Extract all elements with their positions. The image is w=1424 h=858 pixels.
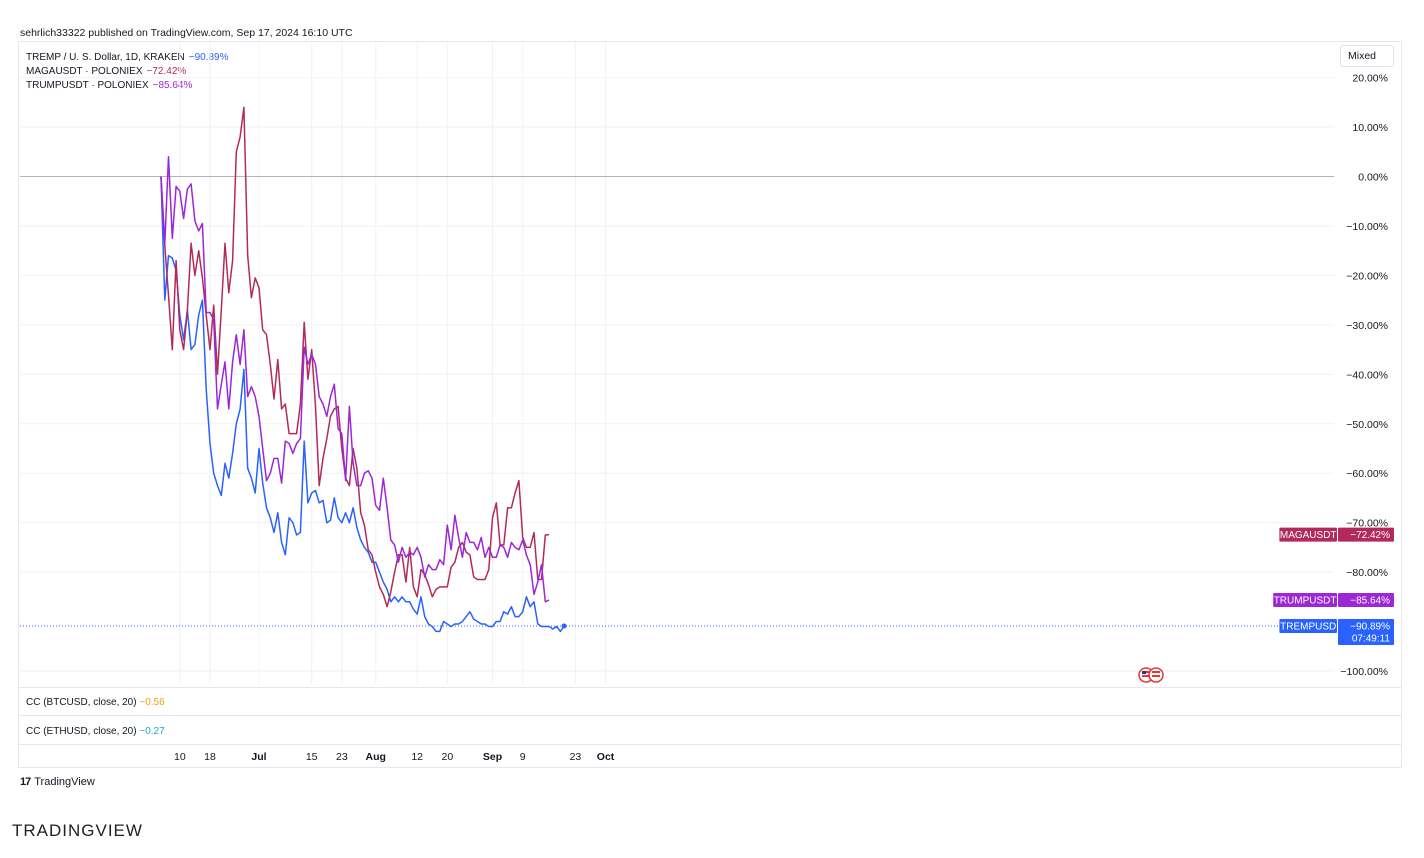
x-tick-label-1: 18	[204, 751, 216, 763]
chart-frame	[18, 41, 1402, 768]
pane-separator-btc[interactable]	[18, 687, 1402, 688]
legend-trump-name: TRUMPUSDT · POLONIEX	[26, 80, 149, 91]
y-tick-label-4: −20.00%	[1346, 270, 1388, 282]
price-tag-value-0: −72.42%	[1350, 530, 1390, 541]
price-tag-value-2: −90.89%	[1350, 621, 1390, 632]
x-axis: 10 18 Jul 15 23 Aug 12 20 Sep 9 23 Oct	[174, 751, 615, 763]
price-tag-trumpusdt: TRUMPUSDT −85.64%	[1273, 592, 1394, 607]
price-tag-label-0: MAGAUSDT	[1280, 530, 1337, 541]
legend-maga[interactable]: MAGAUSDT · POLONIEX −72.42%	[26, 66, 186, 77]
y-tick-label-5: −30.00%	[1346, 320, 1388, 332]
x-tick-label-4: 23	[336, 751, 348, 763]
price-tag-magausdt: MAGAUSDT −72.42%	[1279, 527, 1394, 542]
x-tick-label-5: Aug	[366, 751, 386, 763]
legend-tremp[interactable]: TREMP / U. S. Dollar, 1D, KRAKEN −90.89%	[26, 52, 229, 63]
pane-btc-label: CC (BTCUSD, close, 20) −0.56	[26, 697, 165, 708]
price-tag-value-box-1	[1338, 592, 1394, 607]
pane-separator-eth[interactable]	[18, 715, 1402, 716]
x-tick-label-10: 23	[570, 751, 582, 763]
y-tick-label-6: −40.00%	[1346, 369, 1388, 381]
y-tick-label-8: −60.00%	[1346, 468, 1388, 480]
x-tick-label-0: 10	[174, 751, 186, 763]
legend-tremp-change: −90.89%	[188, 52, 229, 63]
x-tick-label-6: 12	[411, 751, 423, 763]
grid-lines	[20, 42, 1334, 684]
pane-btc-name: CC (BTCUSD, close, 20)	[26, 697, 137, 708]
pane-btc-value: −0.56	[139, 697, 165, 708]
price-tag-label-box-0	[1279, 527, 1337, 542]
scale-mode-button[interactable]: Mixed	[1340, 45, 1394, 67]
series-line-trumpusdt	[160, 155, 550, 603]
y-tick-label-7: −50.00%	[1346, 419, 1388, 431]
flag-icon[interactable]	[1138, 667, 1164, 683]
price-tag-trempusd: TREMPUSD −90.89%07:49:11	[1279, 618, 1394, 645]
price-tag-label-2: TREMPUSD	[1280, 621, 1336, 632]
tradingview-brand: TradingView	[34, 776, 95, 788]
x-tick-label-2: Jul	[251, 751, 266, 763]
legend-tremp-name: TREMP / U. S. Dollar, 1D, KRAKEN	[26, 52, 185, 63]
y-tick-label-11: −100.00%	[1340, 666, 1388, 678]
price-tag-countdown: 07:49:11	[1352, 633, 1391, 644]
tradingview-logo[interactable]: 17 TradingView	[20, 776, 95, 788]
y-tick-label-0: 20.00%	[1352, 73, 1388, 85]
y-tick-label-2: 0.00%	[1358, 172, 1388, 184]
pane-separator-axis	[18, 744, 1402, 745]
y-axis: 20.00% 10.00% 0.00% −10.00% −20.00% −30.00% −4…	[1340, 73, 1388, 678]
pane-eth-label: CC (ETHUSD, close, 20) −0.27	[26, 726, 165, 737]
x-tick-label-9: 9	[520, 751, 526, 763]
tradingview-mark-icon: 17	[20, 776, 31, 788]
y-tick-label-3: −10.00%	[1346, 221, 1388, 233]
y-tick-label-1: 10.00%	[1352, 122, 1388, 134]
x-tick-label-8: Sep	[483, 751, 502, 763]
tremp-last-point	[561, 623, 567, 629]
published-byline: sehrlich33322 published on TradingView.c…	[20, 27, 353, 39]
legend-maga-name: MAGAUSDT · POLONIEX	[26, 66, 143, 77]
legend-trump-change: −85.64%	[152, 80, 193, 91]
series-group	[20, 106, 1334, 633]
price-tag-label-box-2	[1279, 618, 1337, 633]
series-line-trempusd	[160, 176, 565, 633]
price-tag-label-1: TRUMPUSDT	[1274, 595, 1337, 606]
price-tags: MAGAUSDT −72.42% TRUMPUSDT −85.64% TREMPUSD −…	[1273, 527, 1394, 645]
y-tick-label-10: −80.00%	[1346, 567, 1388, 579]
price-tag-label-box-1	[1273, 592, 1337, 607]
price-tag-value-1: −85.64%	[1350, 595, 1390, 606]
legend-maga-change: −72.42%	[146, 66, 187, 77]
image-caption: TRADINGVIEW	[12, 821, 143, 840]
series-line-magausdt	[160, 106, 550, 608]
y-tick-label-9: −70.00%	[1346, 518, 1388, 530]
x-tick-label-11: Oct	[597, 751, 615, 763]
price-tag-value-box-2	[1338, 618, 1394, 645]
x-tick-label-7: 20	[441, 751, 453, 763]
x-tick-label-3: 15	[306, 751, 318, 763]
pane-eth-name: CC (ETHUSD, close, 20)	[26, 726, 137, 737]
price-tag-value-box-0	[1338, 527, 1394, 542]
pane-eth-value: −0.27	[139, 726, 165, 737]
legend-trump[interactable]: TRUMPUSDT · POLONIEX −85.64%	[26, 80, 192, 91]
